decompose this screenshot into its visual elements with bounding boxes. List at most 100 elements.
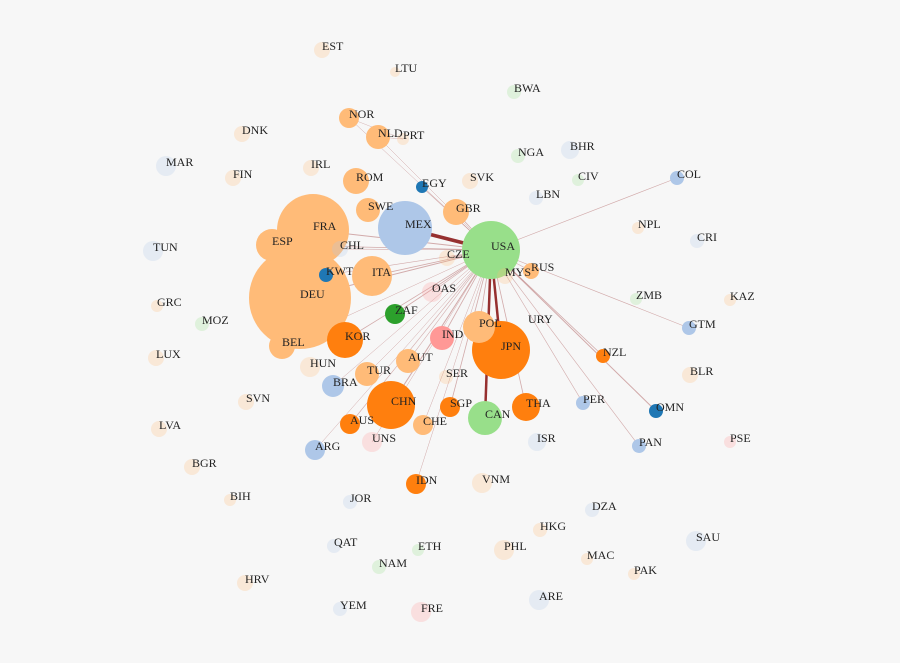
edge (422, 249, 492, 426)
node-label: DZA (592, 499, 617, 513)
node-circle (238, 394, 254, 410)
node-circle (356, 198, 380, 222)
node-circle (148, 350, 164, 366)
node-circle (686, 531, 706, 551)
node-label: GRC (157, 295, 182, 309)
node-circle (332, 241, 348, 257)
node-label: PAK (634, 563, 657, 577)
node-label: MOZ (202, 313, 229, 327)
node-label: LTU (395, 61, 418, 75)
node-circle (352, 256, 392, 296)
node-label: TUN (153, 240, 178, 254)
node-circle (378, 201, 432, 255)
node-label: ROM (356, 170, 384, 184)
node-label: PSE (730, 431, 751, 445)
node-label: SER (446, 366, 468, 380)
node-label: BWA (514, 81, 541, 95)
node-label: FRE (421, 601, 443, 615)
node-label: TUR (367, 363, 391, 377)
node-circle (390, 67, 400, 77)
node-label: OMN (656, 400, 684, 414)
node-circle (319, 268, 333, 282)
node-label: CHL (340, 238, 364, 252)
node-circle (468, 401, 502, 435)
node-label: CZE (447, 247, 470, 261)
node-circle (523, 263, 539, 279)
node-label: FRA (313, 219, 337, 233)
node-label: SAU (696, 530, 720, 544)
node-circle (327, 322, 363, 358)
node-label: OAS (432, 281, 456, 295)
node-circle (463, 311, 495, 343)
node-label: PAN (639, 435, 662, 449)
node-label: URY (528, 312, 553, 326)
node-label: CIV (578, 169, 599, 183)
node-circle (440, 397, 460, 417)
node-label: DNK (242, 123, 268, 137)
node-label: ZAF (395, 303, 418, 317)
edge (490, 249, 690, 329)
node-label: SVN (246, 391, 270, 405)
node-label: NOR (349, 107, 374, 121)
node-label: NLD (378, 126, 403, 140)
node-circle (422, 282, 442, 302)
node-circle (511, 149, 525, 163)
node-label: CAN (485, 407, 511, 421)
node-circle (333, 602, 347, 616)
node-circle (439, 250, 455, 266)
edge (490, 249, 657, 412)
node-label: HKG (540, 519, 566, 533)
node-circle (581, 553, 593, 565)
node-circle (237, 575, 253, 591)
node-circle (411, 602, 431, 622)
node-circle (151, 421, 167, 437)
node-circle (256, 229, 288, 261)
node-label: NPL (638, 217, 661, 231)
node-label: BGR (192, 456, 217, 470)
node-label: ITA (372, 265, 391, 279)
node-circle (224, 494, 236, 506)
node-label: NZL (603, 345, 626, 359)
node-label: LBN (536, 187, 560, 201)
node-circle (195, 317, 209, 331)
node-circle (303, 160, 319, 176)
node-label: JOR (350, 491, 371, 505)
edge (490, 249, 584, 404)
node-circle (385, 304, 405, 324)
node-label: USA (491, 239, 515, 253)
node-circle (396, 349, 420, 373)
node-circle (300, 357, 320, 377)
node-label: NAM (379, 556, 407, 570)
node-circle (322, 375, 344, 397)
edge (332, 249, 492, 387)
node-label: IND (442, 327, 464, 341)
node-label: LUX (156, 347, 181, 361)
node-circle (184, 459, 200, 475)
node-circle (690, 234, 704, 248)
edge (415, 249, 492, 485)
node-circle (632, 222, 644, 234)
node-label: UNS (372, 431, 396, 445)
node-label: CHE (423, 414, 447, 428)
node-label: NGA (518, 145, 544, 159)
node-circle (529, 191, 543, 205)
node-label: MAC (587, 548, 614, 562)
node-circle (585, 503, 599, 517)
node-circle (277, 194, 349, 266)
node-circle (355, 362, 379, 386)
node-circle (406, 474, 426, 494)
node-circle (439, 370, 453, 384)
node-circle (572, 174, 584, 186)
node-label: BHR (570, 139, 595, 153)
node-circle (632, 439, 646, 453)
node-label: MYS (505, 265, 531, 279)
node-circle (156, 156, 176, 176)
node-circle (416, 181, 428, 193)
nodes: EST LTU BWA NOR NLD PRT DNK NGA BHR MAR IRL FIN ROM E… (143, 39, 755, 622)
node-label: EGY (422, 176, 447, 190)
node-circle (269, 333, 295, 359)
node-circle (343, 495, 357, 509)
node-label: GTM (689, 317, 716, 331)
node-circle (561, 141, 579, 159)
